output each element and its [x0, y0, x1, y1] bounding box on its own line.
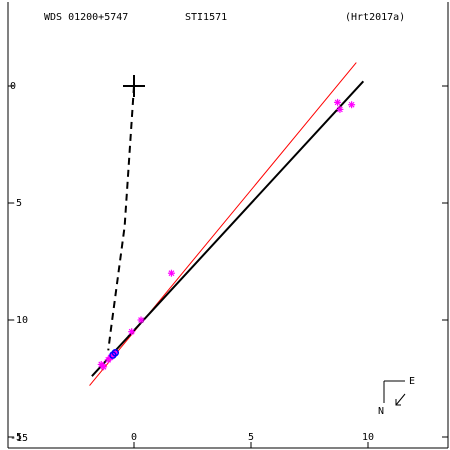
discoverer-label: STI1571 — [185, 12, 227, 23]
observation-point — [167, 269, 175, 277]
observation-stroke — [348, 101, 355, 108]
plot-axes: 0-5-100 5 10-5-15 — [7, 2, 449, 449]
x-tick-label: 10 — [362, 432, 374, 443]
observation-stroke — [105, 356, 112, 363]
x-tick-label: 0 — [131, 432, 137, 443]
compass-arrow-head — [395, 399, 401, 406]
observation-point — [334, 98, 342, 106]
observation-point — [137, 316, 145, 324]
y-tick-label: -5 — [10, 198, 22, 209]
observation-point — [336, 105, 344, 113]
observation-point — [104, 356, 112, 364]
reference-label: (Hrt2017a) — [345, 12, 405, 23]
observation-stroke — [100, 363, 107, 370]
observation-stroke — [128, 328, 135, 335]
observation-point — [348, 101, 356, 109]
observation-stroke — [138, 317, 144, 323]
y-tick-label: 0 — [10, 81, 16, 92]
observation-stroke — [334, 99, 341, 106]
plot-area — [89, 62, 365, 386]
orbit-line — [91, 80, 365, 377]
compass: E N — [378, 376, 415, 417]
observation-point — [100, 363, 108, 371]
wds-id-label: WDS 01200+5747 — [44, 12, 128, 23]
observation-stroke — [337, 106, 343, 113]
compass-north-label: N — [378, 406, 384, 417]
compass-arrow-shaft — [395, 393, 406, 406]
x-edge-label: -5 — [10, 432, 22, 443]
x-tick-label: 5 — [248, 432, 254, 443]
y-tick-label: -10 — [10, 315, 28, 326]
observation-point — [128, 328, 136, 336]
observation-stroke — [168, 270, 175, 277]
y-edge-label: -15 — [10, 433, 28, 444]
highlight-point — [111, 349, 120, 357]
compass-east-label: E — [409, 376, 415, 387]
